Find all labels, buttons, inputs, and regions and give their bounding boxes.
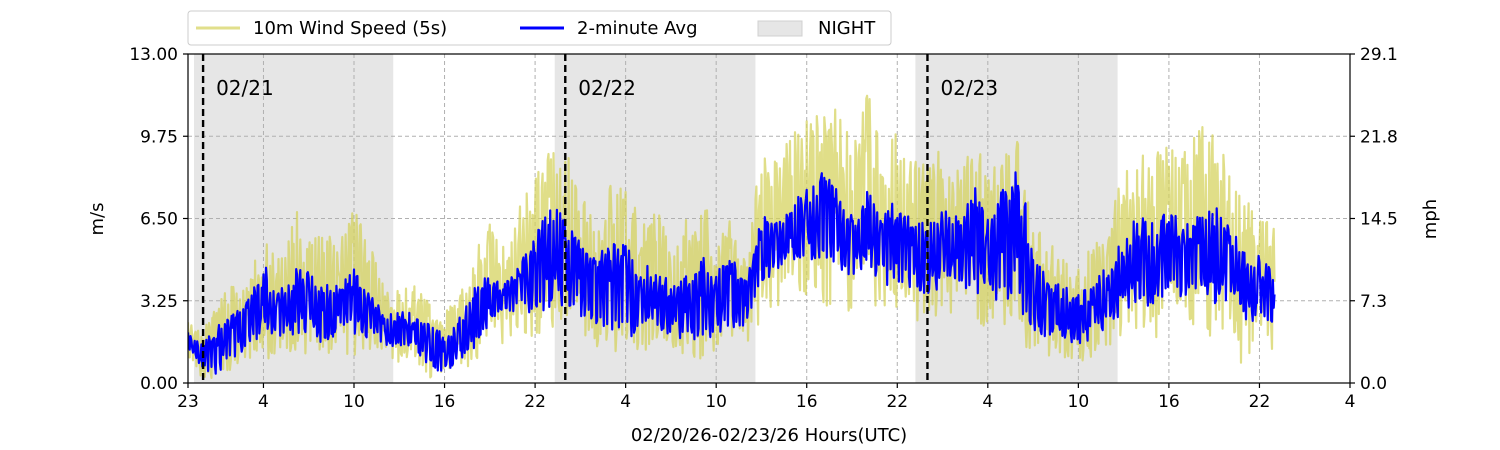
y-axis-label-left: m/s (87, 203, 108, 236)
y-tick-label-left-0: 0.00 (140, 374, 178, 394)
day-marker-label-1: 02/22 (578, 76, 636, 100)
x-tick-label-1: 4 (258, 392, 269, 412)
series-layer (188, 94, 1276, 379)
series-line-10m-wind-speed-5s (188, 94, 1276, 379)
y-tick-label-right-0: 0.0 (1360, 374, 1387, 394)
x-axis-label: 02/20/26-02/23/26 Hours(UTC) (631, 425, 907, 446)
x-tick-label-7: 16 (796, 392, 818, 412)
x-tick-label-10: 10 (1068, 392, 1090, 412)
x-tick-label-2: 10 (343, 392, 365, 412)
legend: 10m Wind Speed (5s) 2-minute Avg NIGHT (187, 10, 892, 46)
x-tick-label-4: 22 (524, 392, 546, 412)
day-marker-label-0: 02/21 (216, 76, 274, 100)
day-marker-label-2: 02/23 (940, 76, 998, 100)
x-tick-label-0: 23 (177, 392, 199, 412)
x-tick-label-11: 16 (1158, 392, 1180, 412)
y-tick-label-right-3: 21.8 (1360, 127, 1398, 147)
y-tick-label-left-4: 13.00 (129, 45, 178, 65)
day-markers: 02/21 02/22 02/23 (201, 54, 998, 383)
x-tick-label-13: 4 (1345, 392, 1356, 412)
x-tick-label-6: 10 (705, 392, 727, 412)
x-tick-label-12: 22 (1249, 392, 1271, 412)
y-tick-label-right-4: 29.1 (1360, 45, 1398, 65)
y-tick-label-left-3: 9.75 (140, 127, 178, 147)
y-axis-label-right: mph (1420, 199, 1441, 239)
axis-ticks: 23 4 10 16 22 4 10 16 22 4 10 16 22 4 0.00 3.25 6.50 9.75… (129, 45, 1398, 412)
x-tick-label-3: 16 (434, 392, 456, 412)
legend-label-wind-speed: 10m Wind Speed (5s) (253, 18, 447, 39)
series-line-2-minute-avg (188, 171, 1276, 375)
x-tick-label-8: 22 (886, 392, 908, 412)
legend-label-night: NIGHT (818, 18, 876, 39)
x-tick-label-5: 4 (620, 392, 631, 412)
x-tick-label-9: 4 (982, 392, 993, 412)
y-tick-label-right-2: 14.5 (1360, 210, 1398, 230)
y-tick-label-left-1: 3.25 (140, 292, 178, 312)
y-tick-label-left-2: 6.50 (140, 210, 178, 230)
y-tick-label-right-1: 7.3 (1360, 292, 1387, 312)
legend-swatch-night (757, 20, 803, 37)
legend-label-two-minute-avg: 2-minute Avg (577, 18, 698, 39)
